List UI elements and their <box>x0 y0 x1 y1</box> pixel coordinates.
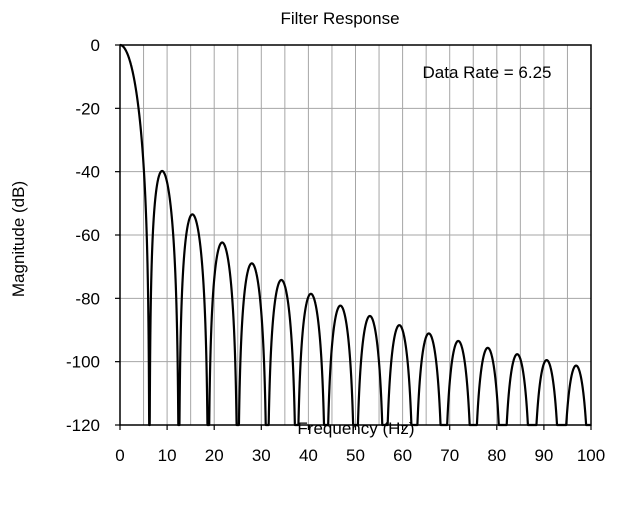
y-tick-labels: 0 -20 -40 -60 -80 -100 -120 <box>66 36 100 435</box>
y-tick-label: -40 <box>75 163 100 182</box>
filter-response-curve <box>118 43 593 427</box>
x-axis-label: Frequency (Hz) <box>297 419 414 438</box>
y-tick-label: 0 <box>91 36 100 55</box>
x-tick-label: 20 <box>205 446 224 465</box>
x-tick-label: 10 <box>158 446 177 465</box>
y-tick-label: -60 <box>75 226 100 245</box>
x-tick-labels: 0 10 20 30 40 50 60 70 80 90 100 <box>115 446 605 465</box>
x-tick-label: 60 <box>393 446 412 465</box>
x-tick-label: 50 <box>346 446 365 465</box>
y-tick-label: -100 <box>66 353 100 372</box>
data-rate-annotation: Data Rate = 6.25 <box>422 63 551 82</box>
x-tick-label: 70 <box>440 446 459 465</box>
x-tick-label: 30 <box>252 446 271 465</box>
y-tick-label: -20 <box>75 99 100 118</box>
x-tick-label: 0 <box>115 446 124 465</box>
y-axis-label: Magnitude (dB) <box>9 181 28 297</box>
x-tick-label: 80 <box>487 446 506 465</box>
x-tick-label: 40 <box>299 446 318 465</box>
x-tick-label: 90 <box>534 446 553 465</box>
y-tick-label: -80 <box>75 289 100 308</box>
grid-lines <box>120 45 591 425</box>
chart-title: Filter Response <box>280 9 399 28</box>
x-tick-label: 100 <box>577 446 605 465</box>
y-tick-label: -120 <box>66 416 100 435</box>
